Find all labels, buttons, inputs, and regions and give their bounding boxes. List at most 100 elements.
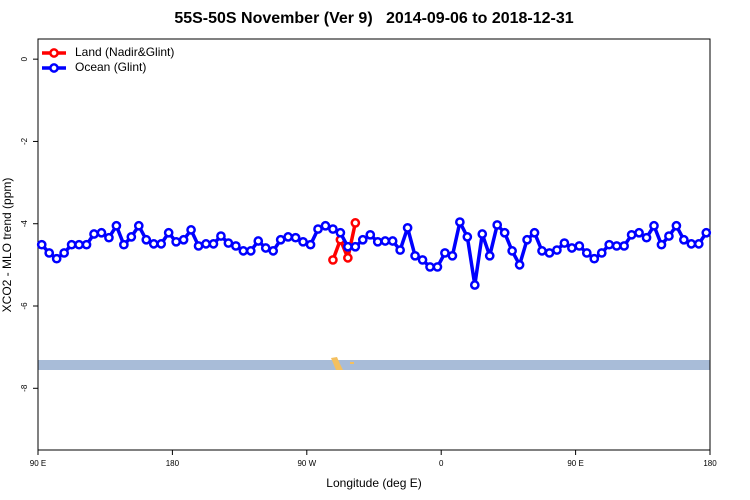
data-point	[701, 227, 712, 238]
y-tick-label: 0	[20, 56, 29, 61]
data-point	[372, 236, 383, 247]
data-point	[328, 224, 338, 234]
data-point	[574, 241, 585, 251]
map-land	[350, 362, 354, 364]
data-point	[283, 232, 293, 242]
data-point	[104, 232, 114, 243]
data-point	[380, 236, 391, 246]
data-point	[522, 234, 532, 245]
data-point	[313, 224, 323, 234]
data-point	[305, 239, 316, 250]
data-point	[477, 229, 488, 239]
data-point	[350, 241, 361, 252]
data-point	[156, 239, 167, 249]
data-point	[350, 218, 361, 228]
data-point	[223, 238, 234, 248]
data-point	[507, 246, 517, 256]
data-point	[133, 220, 144, 231]
data-point	[268, 246, 279, 256]
data-point	[208, 239, 219, 249]
data-point	[447, 250, 458, 261]
data-point	[238, 246, 249, 256]
data-point	[581, 248, 592, 258]
data-point	[163, 227, 174, 238]
data-point	[469, 280, 480, 290]
data-point	[455, 217, 465, 227]
data-point	[357, 234, 368, 245]
data-point	[141, 234, 152, 245]
data-point	[171, 236, 181, 247]
data-point	[544, 248, 555, 258]
x-tick-label: 90 W	[297, 459, 316, 468]
data-point	[59, 248, 69, 258]
data-point	[664, 231, 674, 241]
data-point	[51, 253, 62, 264]
data-point	[432, 262, 443, 272]
data-point	[656, 239, 667, 250]
data-point	[634, 227, 644, 238]
data-point	[387, 236, 398, 246]
data-point	[81, 239, 92, 250]
data-point	[514, 260, 525, 270]
data-point	[66, 239, 77, 250]
data-point	[425, 262, 435, 272]
x-axis-label: Longitude (deg E)	[326, 476, 421, 490]
data-point	[178, 234, 189, 245]
data-point	[193, 241, 204, 251]
data-point	[596, 248, 607, 258]
y-tick-label: -6	[20, 302, 29, 310]
data-point	[492, 220, 503, 230]
data-point	[567, 243, 577, 253]
data-point	[343, 253, 353, 263]
data-point	[74, 239, 84, 250]
data-point	[679, 234, 689, 245]
data-point	[298, 236, 308, 247]
legend-label: Land (Nadir&Glint)	[75, 45, 174, 59]
data-point	[328, 255, 338, 265]
data-point	[462, 232, 473, 242]
data-point	[335, 227, 346, 238]
y-tick-label: -4	[20, 220, 29, 228]
data-point	[119, 239, 129, 250]
data-point	[604, 239, 615, 250]
data-point	[36, 239, 47, 250]
data-point	[343, 241, 353, 252]
data-point	[320, 220, 331, 231]
x-tick-label: 180	[703, 459, 717, 468]
data-point	[89, 229, 99, 239]
data-point	[417, 255, 428, 265]
data-point	[395, 245, 405, 255]
y-axis-label: XCO2 - MLO trend (ppm)	[0, 178, 14, 313]
data-point	[245, 246, 256, 256]
data-point	[440, 248, 450, 258]
data-point	[148, 239, 159, 249]
data-point	[201, 239, 211, 249]
data-point	[499, 227, 510, 238]
data-point	[484, 250, 495, 261]
data-point	[552, 245, 562, 255]
x-tick-label: 90 E	[567, 459, 583, 468]
data-point	[253, 236, 264, 246]
legend-label: Ocean (Glint)	[75, 60, 146, 74]
data-point	[611, 241, 622, 251]
data-point	[96, 227, 107, 238]
data-point	[111, 220, 122, 231]
x-tick-label: 90 E	[30, 459, 46, 468]
y-tick-label: -2	[20, 137, 29, 145]
data-point	[537, 246, 547, 256]
data-point	[231, 241, 241, 251]
data-point	[619, 241, 629, 251]
data-point	[589, 253, 600, 264]
map-land	[331, 357, 343, 370]
data-point	[626, 229, 637, 240]
data-point	[275, 234, 286, 245]
data-point	[693, 239, 704, 249]
y-tick-label: -8	[20, 384, 29, 392]
data-point	[410, 250, 420, 261]
data-point	[44, 248, 55, 258]
data-point	[559, 238, 570, 248]
legend-marker	[49, 63, 59, 73]
map-strip	[38, 360, 710, 370]
